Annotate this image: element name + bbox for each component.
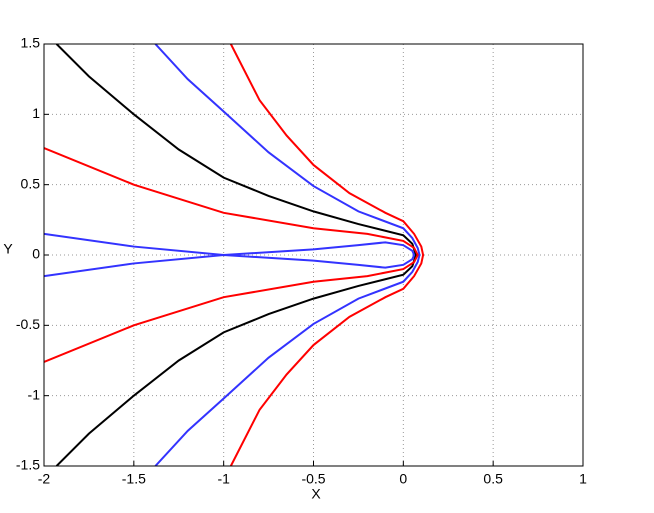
y-tick-label: -1 xyxy=(28,386,41,402)
y-axis-label: Y xyxy=(3,241,13,257)
axes-frame xyxy=(43,43,584,467)
curve xyxy=(55,44,417,466)
y-tick-label: 1 xyxy=(32,105,40,121)
curve xyxy=(154,44,421,466)
x-tick-label: 1 xyxy=(579,471,587,487)
x-tick-label: 0 xyxy=(399,471,407,487)
x-tick-label: -0.5 xyxy=(301,471,325,487)
curve xyxy=(44,232,416,278)
x-tick-label: -2 xyxy=(38,471,51,487)
y-tick-label: -0.5 xyxy=(16,316,40,332)
x-tick-label: -1 xyxy=(217,471,230,487)
y-tick-label: -1.5 xyxy=(16,457,40,473)
y-tick-label: 1.5 xyxy=(21,35,41,51)
curve xyxy=(44,147,419,363)
curve xyxy=(229,44,425,466)
x-tick-label: -1.5 xyxy=(122,471,146,487)
x-tick-label: 0.5 xyxy=(483,471,503,487)
y-tick-label: 0.5 xyxy=(21,175,41,191)
y-tick-label: 0 xyxy=(32,246,40,262)
x-axis-label: X xyxy=(311,486,321,502)
